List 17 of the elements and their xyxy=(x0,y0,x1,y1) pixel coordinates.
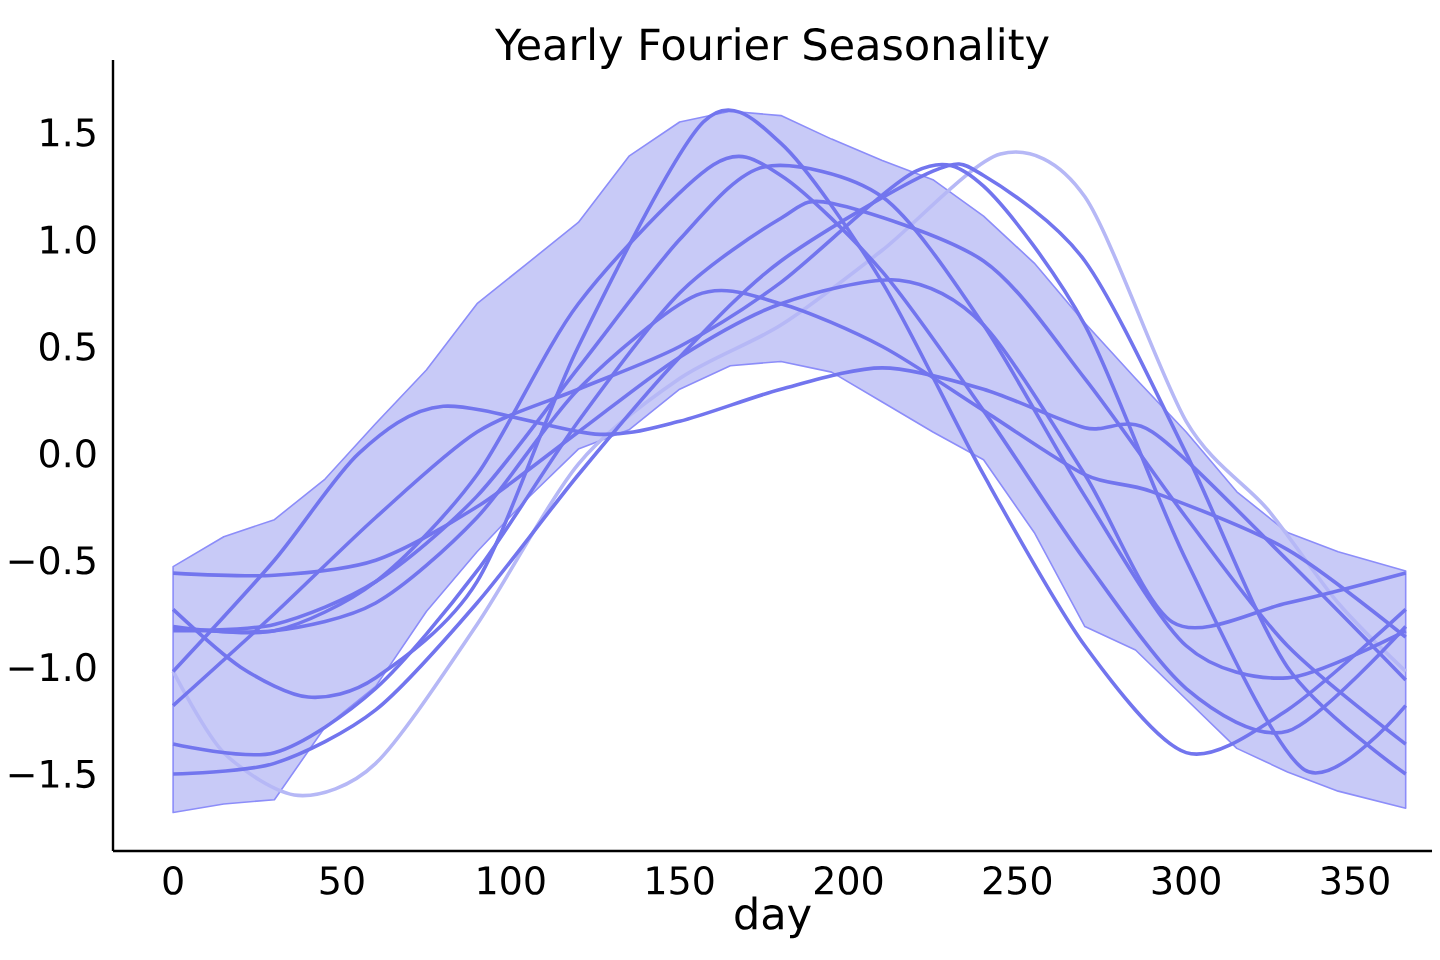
x-tick-label: 50 xyxy=(320,866,364,895)
x-tick-label: 300 xyxy=(1152,866,1220,895)
y-tick-label: −1.5 xyxy=(9,759,95,789)
x-tick-label: 100 xyxy=(478,866,545,895)
x-tick-label: 350 xyxy=(1321,866,1389,895)
x-tick-label: 200 xyxy=(815,866,883,895)
x-tick-label: 250 xyxy=(983,866,1052,895)
y-tick-label: −1.0 xyxy=(9,652,96,682)
chart-title: Yearly Fourier Seasonality xyxy=(494,27,1049,69)
x-tick-label: 150 xyxy=(647,866,714,895)
y-tick-label: 1.0 xyxy=(41,225,96,254)
x-tick-label: 0 xyxy=(163,866,183,895)
x-axis-title: day xyxy=(735,896,811,939)
y-tick-label: 0.0 xyxy=(40,439,96,468)
y-tick-label: 1.5 xyxy=(41,118,95,147)
y-tick-label: 0.5 xyxy=(40,332,95,361)
y-tick-label: −0.5 xyxy=(9,545,95,575)
